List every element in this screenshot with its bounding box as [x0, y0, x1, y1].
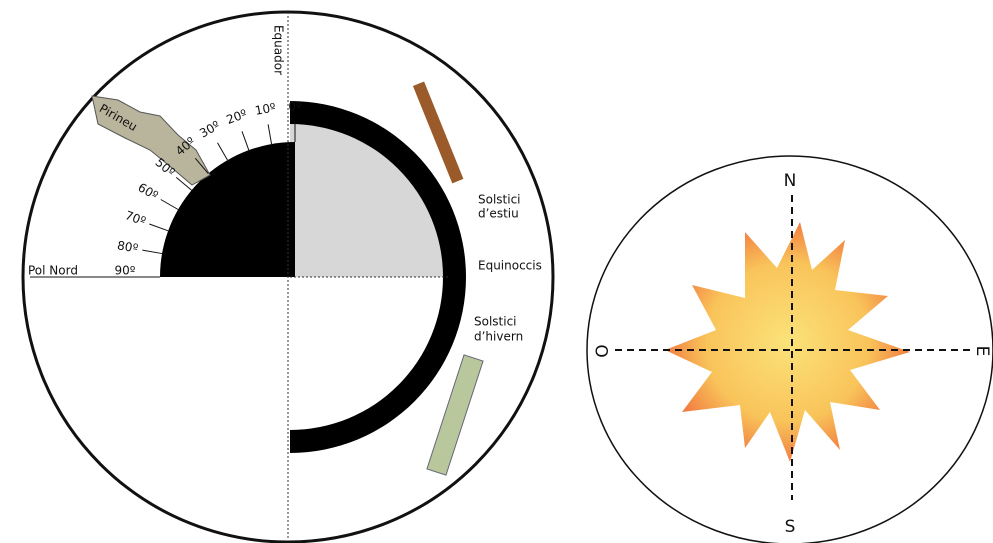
latitude-label: 10º: [254, 100, 277, 117]
latitude-label: 20º: [224, 107, 249, 127]
latitude-tick: [194, 157, 209, 174]
latitude-tick: [267, 124, 273, 145]
latitude-label: 0º: [288, 100, 302, 114]
winter-solstice: Solstici: [474, 315, 517, 329]
latitude-label: 80º: [116, 238, 139, 255]
equator-label: Equador: [272, 25, 286, 75]
latitude-label: 60º: [135, 180, 160, 203]
pole-label: Pol Nord: [28, 264, 78, 278]
north-label: N: [784, 171, 797, 191]
latitude-tick: [160, 199, 179, 210]
latitude-tick: [217, 142, 228, 161]
west-label: O: [593, 344, 613, 357]
latitude-tick: [142, 249, 163, 255]
winter-stick: [426, 354, 484, 476]
latitude-label: 70º: [123, 208, 148, 228]
mountain: [91, 95, 211, 186]
equinox-label: Equinoccis: [478, 259, 542, 273]
earth-quadrant: [160, 142, 295, 277]
east-label: E: [972, 346, 992, 357]
latitude-tick: [241, 131, 250, 151]
grey-quadrant: [290, 122, 445, 277]
winter-solstice: d’hivern: [474, 330, 523, 344]
latitude-tick: [149, 223, 169, 232]
latitude-label: 90º: [115, 264, 136, 278]
summer-solstice: Solstici: [478, 193, 521, 207]
sun-star: [665, 222, 910, 462]
compass-circle: [586, 155, 993, 543]
orbit-ring: [290, 101, 466, 453]
south-label: S: [785, 517, 796, 537]
latitude-tick: [175, 176, 192, 191]
latitude-label: 30º: [197, 118, 222, 141]
summer-stick: [412, 81, 464, 184]
summer-solstice: d’estiu: [478, 207, 519, 221]
